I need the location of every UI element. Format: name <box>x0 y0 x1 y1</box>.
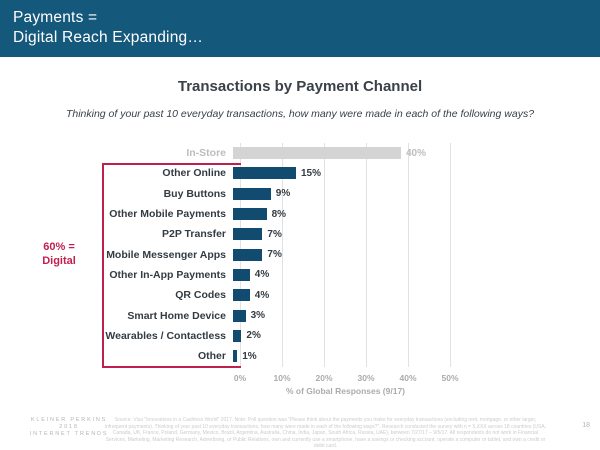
chart-title: Transactions by Payment Channel <box>177 78 423 95</box>
bar-label: In-Store <box>186 147 226 160</box>
page-number: 18 <box>582 422 590 429</box>
annotation-line2: Digital <box>42 255 76 267</box>
bar-row: Smart Home Device 3% <box>0 305 600 325</box>
x-axis-label: % of Global Responses (9/17) <box>285 386 406 396</box>
annotation-line1: 60% = <box>43 241 75 253</box>
bar <box>233 350 238 363</box>
slide-header: Payments = Digital Reach Expanding… <box>0 0 600 57</box>
bar <box>233 329 242 342</box>
footer-logo: KLEINER PERKINS 2018 INTERNET TRENDS <box>8 417 130 438</box>
bar-label: Buy Buttons <box>163 187 226 200</box>
bar <box>233 248 263 261</box>
plot-gridlines <box>240 143 451 367</box>
x-tick-label: 10% <box>273 373 291 383</box>
bar-row: P2P Transfer 7% <box>0 224 600 244</box>
bar-value: 3% <box>250 310 266 322</box>
bar <box>233 208 267 221</box>
bar-value: 15% <box>301 167 322 179</box>
bar-label: Other In-App Payments <box>109 268 226 281</box>
bar-label: Mobile Messenger Apps <box>106 248 226 261</box>
footer-logo-line1: KLEINER PERKINS <box>30 417 108 423</box>
bar-label: Other Online <box>162 167 226 180</box>
bar <box>233 167 296 180</box>
bar-value: 1% <box>242 350 257 362</box>
bar-value: 2% <box>246 330 261 342</box>
bar-value: 7% <box>267 228 282 240</box>
bar-value: 4% <box>254 269 270 281</box>
bar <box>233 228 263 241</box>
bar-row: Other In-App Payments 4% <box>0 265 600 285</box>
bar-row: QR Codes 4% <box>0 285 600 305</box>
x-tick-label: 0% <box>233 373 247 383</box>
footer-logo-line2: 2018 <box>59 424 79 430</box>
header-title-line2: Digital Reach Expanding… <box>13 28 204 46</box>
bar-label: P2P Transfer <box>161 228 226 241</box>
bar-row: Other Mobile Payments 8% <box>0 204 600 224</box>
bar-label: QR Codes <box>175 289 226 302</box>
bar-value: 7% <box>267 249 282 261</box>
bar-row: Wearables / Contactless 2% <box>0 326 600 346</box>
bar-row: Buy Buttons 9% <box>0 184 600 204</box>
x-tick-label: 30% <box>357 373 375 383</box>
x-tick-label: 40% <box>399 373 417 383</box>
x-tick-label: 20% <box>315 373 333 383</box>
x-tick-label: 50% <box>441 373 459 383</box>
bar-value: 40% <box>406 147 427 159</box>
bar-value: 9% <box>275 188 291 200</box>
bar-label: Other Mobile Payments <box>109 208 226 221</box>
footer-logo-line3: INTERNET TRENDS <box>29 431 109 437</box>
bar-chart: In-Store 40% Other Online 15% Buy Buttons 9% O… <box>0 143 600 366</box>
bar <box>233 268 250 281</box>
bar-label: Wearables / Contactless <box>105 329 226 342</box>
bar-value: 4% <box>254 289 270 301</box>
bar-label: Smart Home Device <box>127 309 226 322</box>
bar <box>233 309 246 322</box>
bar <box>233 147 401 160</box>
source-footnote: Source: Visa "Innovations in a Cashless … <box>104 417 547 449</box>
digital-bracket <box>102 163 241 368</box>
chart-subtitle: Thinking of your past 10 everyday transa… <box>65 108 535 120</box>
bar-row: Other Online 15% <box>0 163 600 183</box>
bar-row: Mobile Messenger Apps 7% <box>0 244 600 264</box>
bar-value: 8% <box>271 208 287 220</box>
bar <box>233 289 250 302</box>
bar-row: In-Store 40% <box>0 143 600 163</box>
bar-row: Other 1% <box>0 346 600 366</box>
header-title-line1: Payments = <box>13 9 98 26</box>
bar-label: Other <box>197 350 226 363</box>
bar <box>233 187 271 200</box>
digital-share-annotation: 60% = Digital <box>16 240 102 268</box>
x-axis-ticks: 0% 10% 20% 30% 40% 50% <box>0 373 600 385</box>
